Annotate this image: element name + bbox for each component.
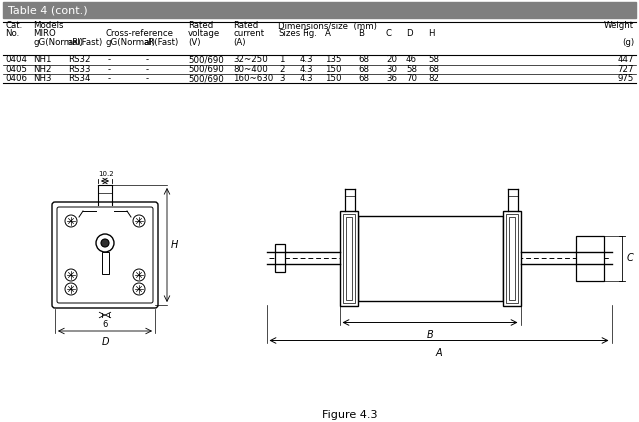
Text: -: - bbox=[146, 56, 148, 65]
Text: 2: 2 bbox=[279, 65, 285, 74]
Text: D: D bbox=[406, 30, 413, 38]
Text: aR(Fast): aR(Fast) bbox=[68, 38, 104, 47]
Text: Sizes: Sizes bbox=[278, 30, 300, 38]
Text: -: - bbox=[107, 74, 111, 83]
Text: Rated: Rated bbox=[188, 22, 213, 30]
Bar bbox=[576, 235, 603, 281]
Circle shape bbox=[133, 269, 145, 281]
Text: H: H bbox=[428, 30, 435, 38]
Bar bbox=[102, 252, 109, 274]
Text: 58: 58 bbox=[428, 56, 439, 65]
Text: Table 4 (cont.): Table 4 (cont.) bbox=[8, 5, 88, 16]
Text: 4.3: 4.3 bbox=[299, 56, 313, 65]
Text: 160~630: 160~630 bbox=[233, 74, 273, 83]
Text: 30: 30 bbox=[386, 65, 397, 74]
Text: 36: 36 bbox=[386, 74, 397, 83]
Text: 727: 727 bbox=[617, 65, 634, 74]
Text: 150: 150 bbox=[325, 74, 341, 83]
Text: 135: 135 bbox=[325, 56, 341, 65]
Circle shape bbox=[65, 283, 77, 295]
Text: RS33: RS33 bbox=[68, 65, 91, 74]
Text: Dimensions/size  (mm): Dimensions/size (mm) bbox=[278, 22, 377, 30]
Text: 58: 58 bbox=[406, 65, 417, 74]
Text: MIRO: MIRO bbox=[33, 30, 56, 38]
Circle shape bbox=[65, 215, 77, 227]
Text: Rated: Rated bbox=[233, 22, 258, 30]
Text: Figure 4.3: Figure 4.3 bbox=[322, 410, 378, 420]
Bar bbox=[275, 244, 284, 272]
Text: 68: 68 bbox=[428, 65, 439, 74]
Text: A: A bbox=[325, 30, 331, 38]
Circle shape bbox=[101, 239, 109, 247]
Text: 0404: 0404 bbox=[5, 56, 27, 65]
Text: RS34: RS34 bbox=[68, 74, 91, 83]
Text: (V): (V) bbox=[188, 38, 201, 47]
Text: 4.3: 4.3 bbox=[299, 65, 313, 74]
Text: 500/690: 500/690 bbox=[188, 65, 224, 74]
Circle shape bbox=[133, 283, 145, 295]
Text: aR(Fast): aR(Fast) bbox=[143, 38, 178, 47]
Text: 46: 46 bbox=[406, 56, 417, 65]
Text: C: C bbox=[626, 253, 633, 263]
Text: 20: 20 bbox=[386, 56, 397, 65]
Text: gG(Normal): gG(Normal) bbox=[33, 38, 83, 47]
FancyBboxPatch shape bbox=[52, 202, 158, 308]
Circle shape bbox=[133, 215, 145, 227]
Text: 82: 82 bbox=[428, 74, 439, 83]
Text: 70: 70 bbox=[406, 74, 417, 83]
Text: NH2: NH2 bbox=[33, 65, 52, 74]
Text: 68: 68 bbox=[358, 56, 369, 65]
Text: Fig.: Fig. bbox=[302, 30, 317, 38]
Bar bbox=[346, 216, 351, 300]
Bar bbox=[339, 211, 357, 306]
Bar bbox=[502, 211, 521, 306]
Bar bbox=[3, 2, 636, 18]
Text: 500/690: 500/690 bbox=[188, 74, 224, 83]
Text: 0406: 0406 bbox=[5, 74, 27, 83]
Text: Cross-reference: Cross-reference bbox=[105, 30, 173, 38]
Text: No.: No. bbox=[5, 30, 19, 38]
Bar bbox=[505, 214, 518, 303]
Text: 4.3: 4.3 bbox=[299, 74, 313, 83]
Bar bbox=[509, 216, 514, 300]
Text: Weight: Weight bbox=[604, 22, 634, 30]
Text: 32~250: 32~250 bbox=[233, 56, 268, 65]
Text: Cat.: Cat. bbox=[5, 22, 22, 30]
Text: C: C bbox=[386, 30, 392, 38]
Circle shape bbox=[96, 234, 114, 252]
Text: B: B bbox=[427, 330, 433, 340]
Text: 80~400: 80~400 bbox=[233, 65, 268, 74]
Text: 150: 150 bbox=[325, 65, 341, 74]
Circle shape bbox=[65, 269, 77, 281]
Bar bbox=[357, 216, 502, 300]
Text: 68: 68 bbox=[358, 74, 369, 83]
Text: 975: 975 bbox=[618, 74, 634, 83]
Text: 0405: 0405 bbox=[5, 65, 27, 74]
Text: (A): (A) bbox=[233, 38, 245, 47]
Text: 3: 3 bbox=[279, 74, 285, 83]
Bar bbox=[343, 214, 355, 303]
Text: NH1: NH1 bbox=[33, 56, 52, 65]
Text: H: H bbox=[171, 240, 178, 250]
Text: -: - bbox=[107, 56, 111, 65]
Text: (g): (g) bbox=[622, 38, 634, 47]
Text: 447: 447 bbox=[617, 56, 634, 65]
Text: -: - bbox=[146, 74, 148, 83]
Text: 68: 68 bbox=[358, 65, 369, 74]
Text: 1: 1 bbox=[279, 56, 285, 65]
Text: A: A bbox=[436, 347, 442, 357]
Text: gG(Normal): gG(Normal) bbox=[105, 38, 155, 47]
Text: RS32: RS32 bbox=[68, 56, 91, 65]
Text: 6: 6 bbox=[102, 320, 108, 329]
Text: -: - bbox=[146, 65, 148, 74]
Text: B: B bbox=[358, 30, 364, 38]
Text: D: D bbox=[101, 337, 109, 347]
Text: current: current bbox=[233, 30, 264, 38]
Text: 10.2: 10.2 bbox=[98, 171, 114, 177]
Text: -: - bbox=[107, 65, 111, 74]
Text: NH3: NH3 bbox=[33, 74, 52, 83]
Text: Models: Models bbox=[33, 22, 63, 30]
Text: 500/690: 500/690 bbox=[188, 56, 224, 65]
Text: voltage: voltage bbox=[188, 30, 220, 38]
